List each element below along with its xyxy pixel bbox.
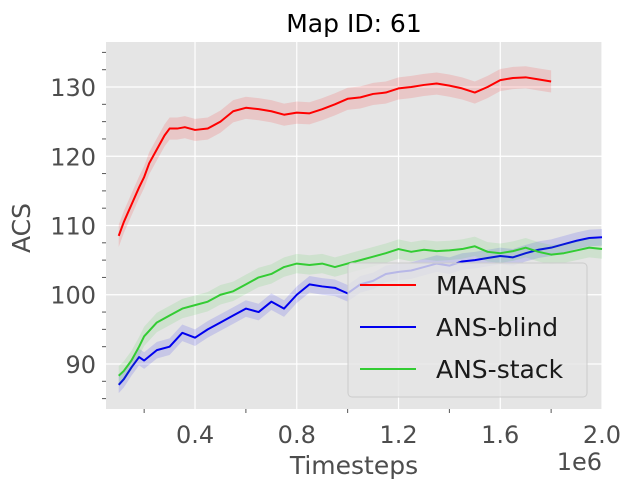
y-tick-label: 120 xyxy=(50,143,96,171)
x-tick-label: 1.6 xyxy=(481,421,519,449)
series-band xyxy=(118,66,552,247)
y-tick-label: 100 xyxy=(50,282,96,310)
y-tick-label: 90 xyxy=(65,351,96,379)
minor-ticks xyxy=(102,51,552,413)
x-axis-label: Timesteps xyxy=(289,451,418,480)
y-tick-label: 130 xyxy=(50,74,96,102)
y-axis-label: ACS xyxy=(7,203,36,253)
y-tick-label: 110 xyxy=(50,213,96,241)
legend: MAANS ANS-blind ANS-stack xyxy=(347,262,588,398)
legend-label: ANS-stack xyxy=(436,355,564,384)
x-tick-label: 2.0 xyxy=(583,421,621,449)
y-tick-labels: 90 100 110 120 130 xyxy=(50,74,96,379)
x-offset-label: 1e6 xyxy=(557,448,602,476)
chart-title: Map ID: 61 xyxy=(286,9,422,38)
x-tick-label: 1.2 xyxy=(379,421,417,449)
legend-label: ANS-blind xyxy=(436,313,558,342)
legend-label: MAANS xyxy=(436,271,527,300)
legend-frame xyxy=(347,262,588,398)
x-tick-labels: 0.4 0.8 1.2 1.6 2.0 xyxy=(176,421,621,449)
series-line xyxy=(117,76,552,237)
x-tick-label: 0.4 xyxy=(176,421,214,449)
x-tick-label: 0.8 xyxy=(278,421,316,449)
series-MAANS xyxy=(117,66,552,247)
series-line xyxy=(118,245,603,377)
series-band xyxy=(118,228,602,394)
